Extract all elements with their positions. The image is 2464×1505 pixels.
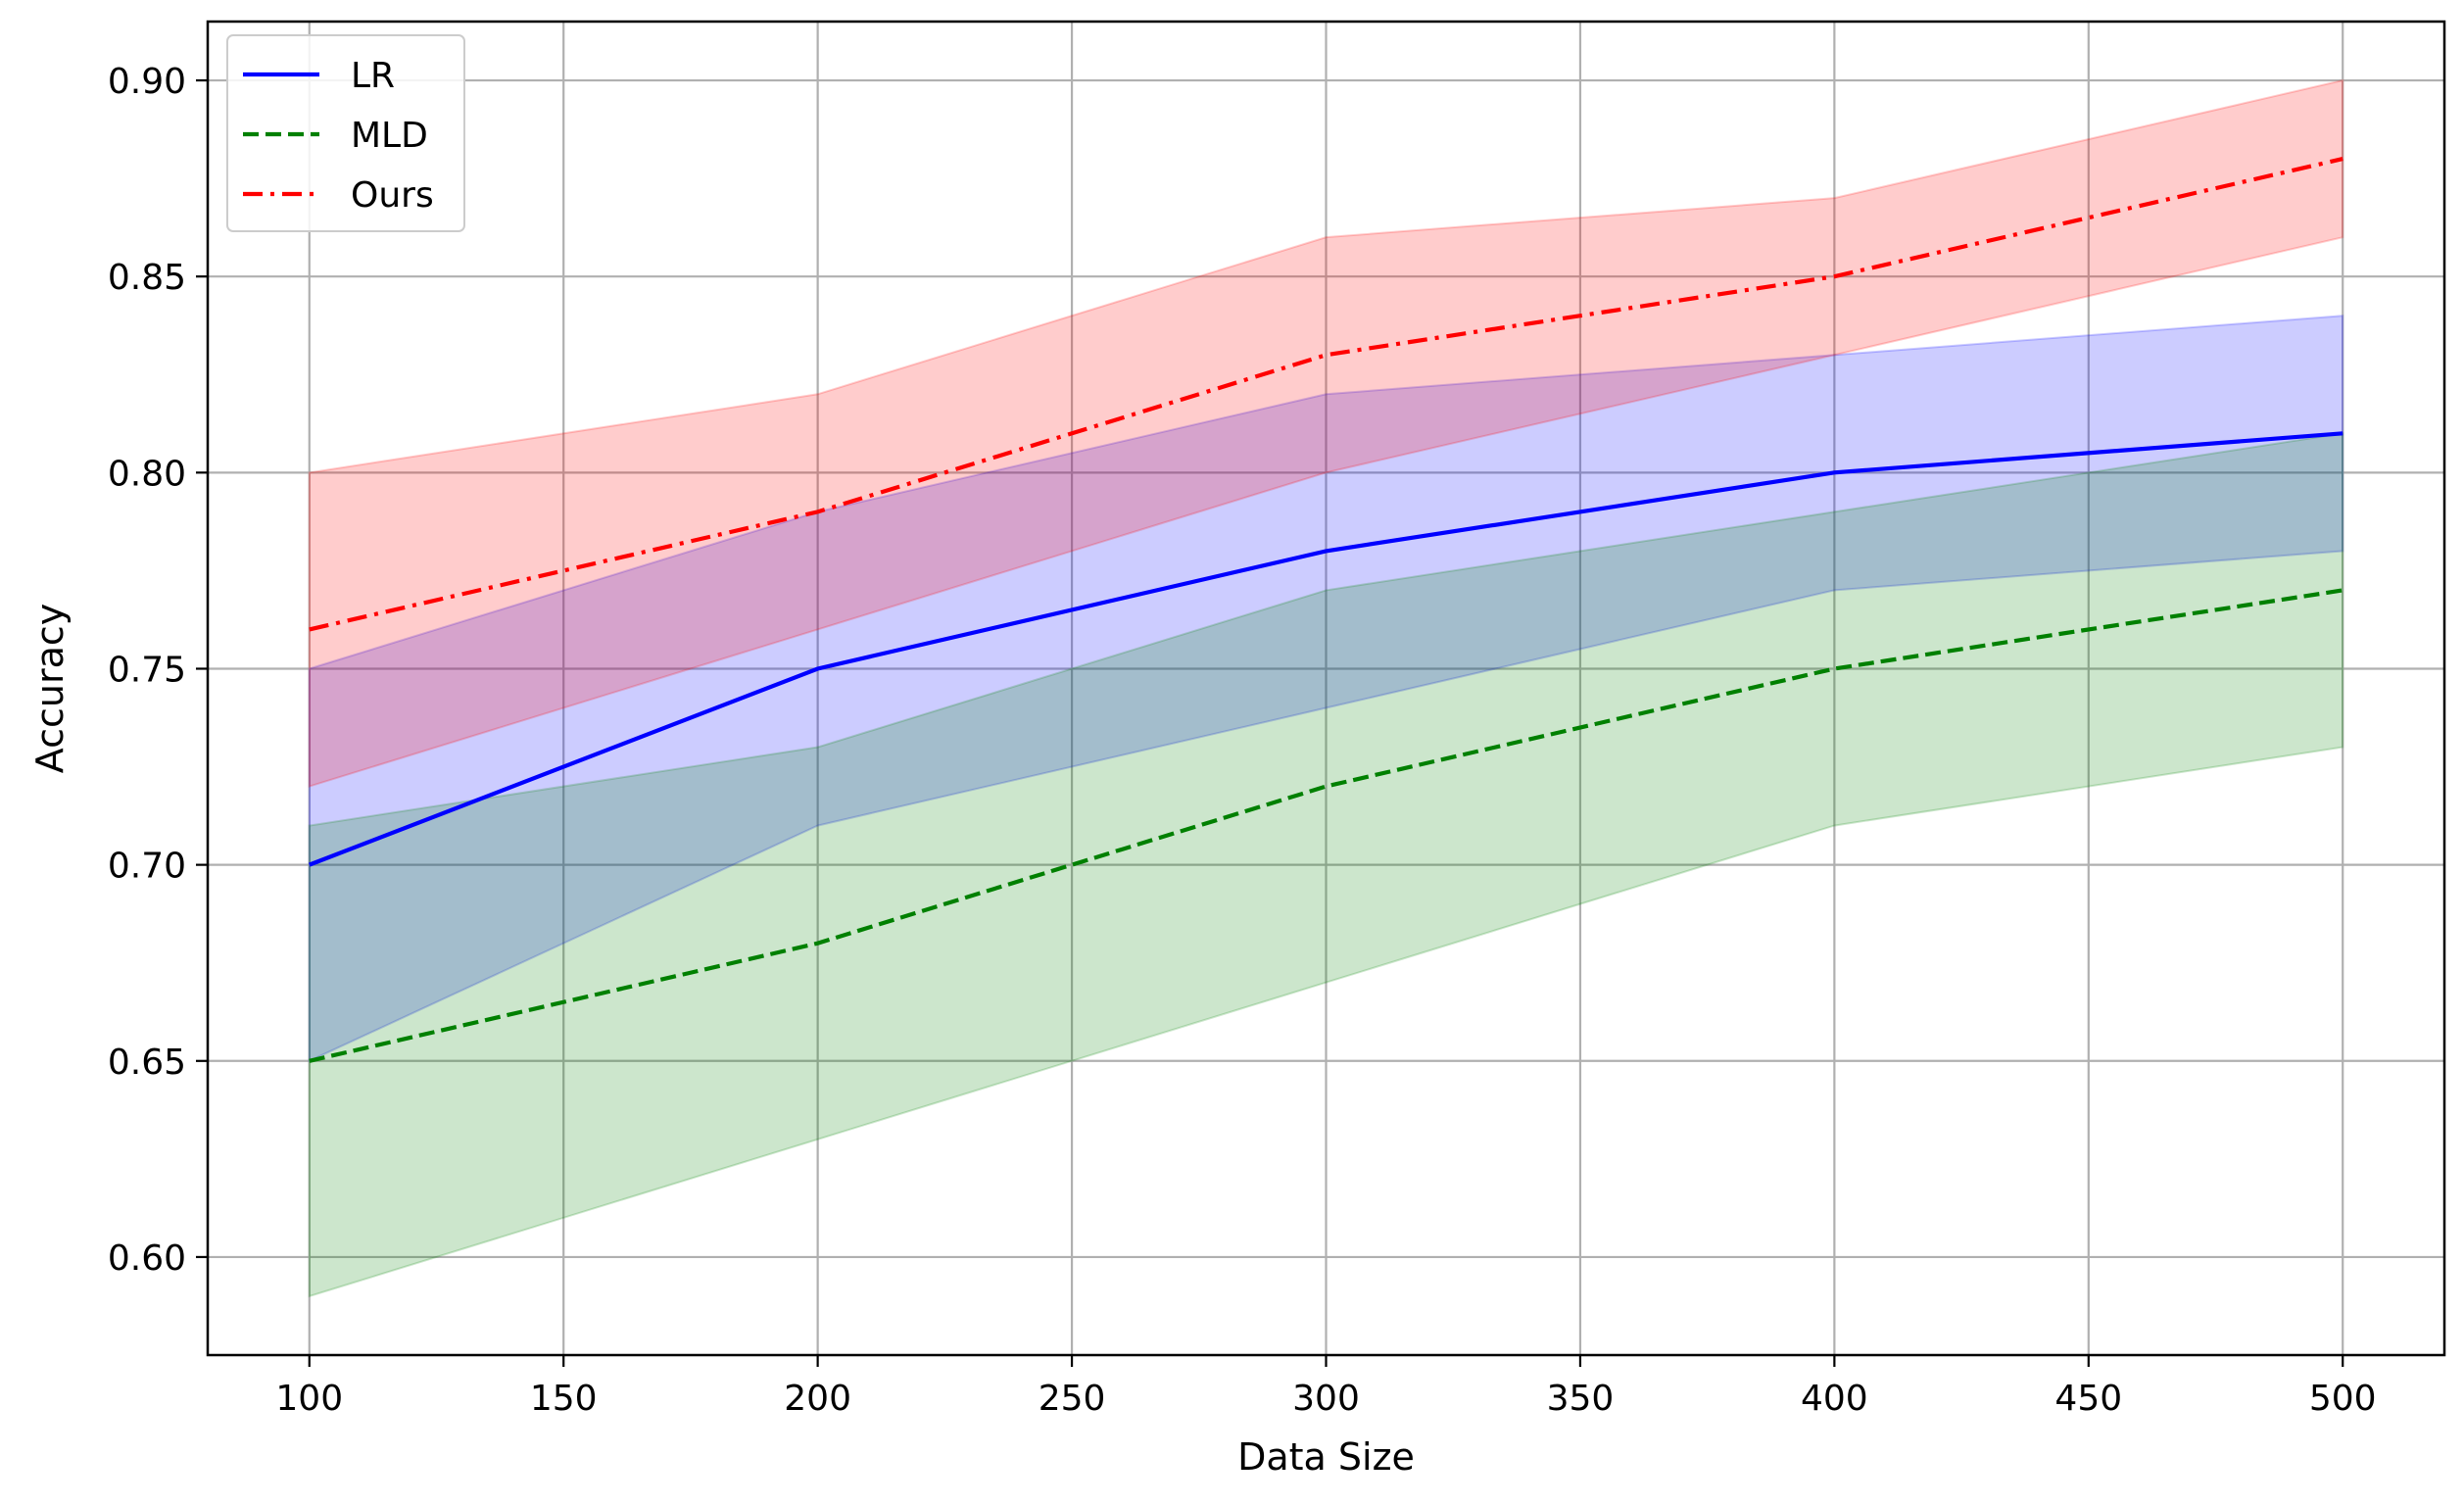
legend-label: Ours [351, 175, 434, 216]
x-tick-label: 400 [1801, 1379, 1868, 1419]
series-line-ours [309, 157, 2343, 632]
series-line-mld [309, 588, 2343, 1063]
y-tick-label: 0.85 [108, 258, 186, 298]
y-tick-label: 0.70 [108, 847, 186, 887]
legend-label: LR [351, 56, 395, 96]
band-lr [308, 315, 2344, 1063]
x-tick-label: 100 [275, 1379, 343, 1419]
x-axis: 100 150 200 250 300 350 400 450 500 [275, 1355, 2377, 1419]
y-axis: 0.60 0.65 0.70 0.75 0.80 0.85 0.90 [108, 62, 208, 1279]
y-tick-label: 0.65 [108, 1043, 186, 1083]
x-tick-label: 500 [2309, 1379, 2377, 1419]
band-ours [308, 78, 2344, 788]
confidence-bands [308, 78, 2344, 1298]
x-tick-label: 200 [784, 1379, 851, 1419]
legend-label: MLD [351, 116, 428, 156]
series-lines [309, 157, 2343, 1063]
grid-lines [208, 22, 2444, 1355]
x-tick-label: 250 [1039, 1379, 1106, 1419]
legend-box [226, 34, 465, 232]
legend: LR MLD Ours [226, 34, 465, 232]
x-tick-label: 350 [1547, 1379, 1615, 1419]
series-line-lr [309, 431, 2343, 867]
y-tick-label: 0.60 [108, 1238, 186, 1279]
x-tick-label: 300 [1292, 1379, 1360, 1419]
x-tick-label: 450 [2054, 1379, 2122, 1419]
x-axis-label: Data Size [1237, 1435, 1415, 1479]
y-tick-label: 0.90 [108, 62, 186, 102]
band-mld [308, 432, 2344, 1298]
y-axis-label: Accuracy [28, 604, 72, 774]
y-tick-label: 0.75 [108, 650, 186, 690]
x-tick-label: 150 [530, 1379, 598, 1419]
y-tick-label: 0.80 [108, 454, 186, 494]
